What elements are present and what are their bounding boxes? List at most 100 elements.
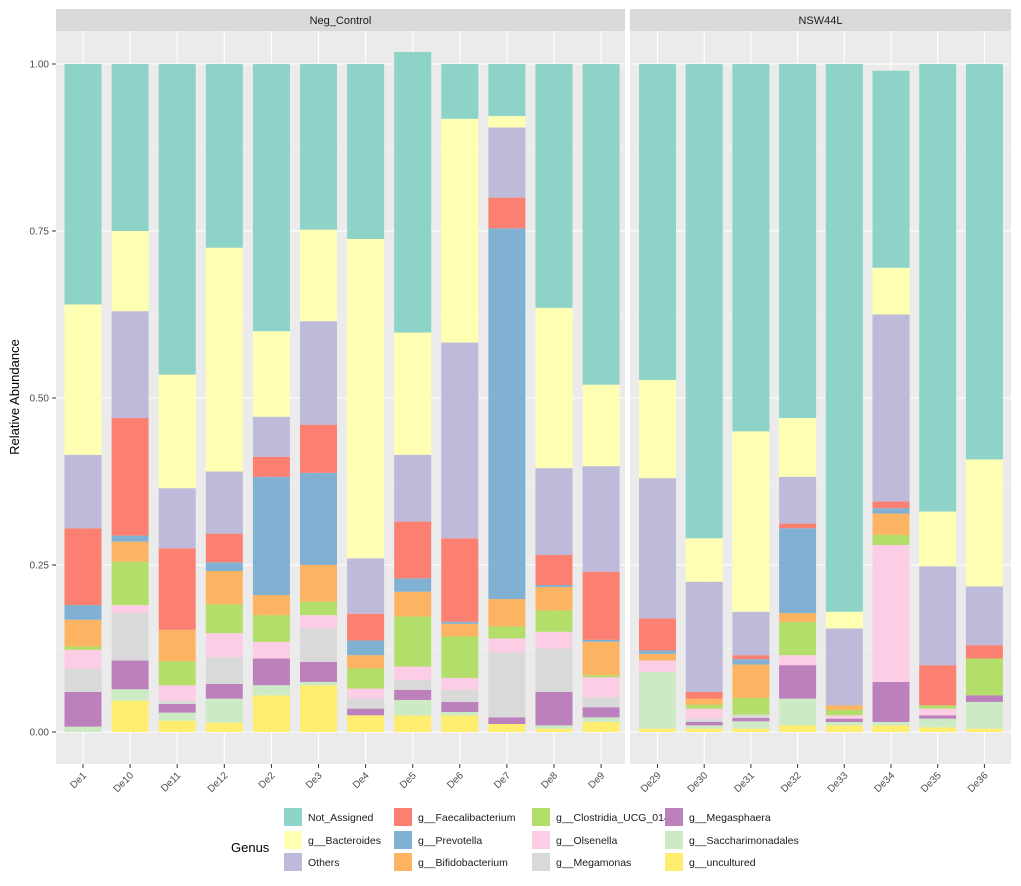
bar-segment-De32-g__Clostridia_UCG_014 — [779, 621, 817, 656]
legend-swatch — [284, 853, 302, 871]
bar-segment-De30-g__Megamonas — [685, 718, 723, 722]
bar-segment-De9-Not_Assigned — [582, 64, 620, 385]
bar-segment-De3-Others — [300, 321, 337, 425]
legend-item: Not_Assigned — [284, 808, 374, 826]
bar-segment-De7-g__Clostridia_UCG_014 — [488, 626, 526, 639]
bar-segment-De9-g__Saccharimonadales — [582, 717, 620, 722]
bar-segment-De36-g__Megasphaera — [965, 695, 1003, 702]
bar-segment-De1-g__Faecalibacterium — [64, 528, 102, 606]
legend-swatch — [394, 853, 412, 871]
x-tick-label: De30 — [686, 770, 711, 795]
bar-segment-De29-g__Saccharimonadales — [639, 671, 676, 729]
bar-segment-De32-g__Bacteroides — [779, 418, 817, 477]
x-tick-label: De32 — [779, 770, 804, 795]
bar-segment-De1-Others — [64, 454, 102, 529]
bar-segment-De9-g__Prevotella — [582, 639, 620, 642]
bar-segment-De2-Not_Assigned — [252, 64, 290, 332]
bar-segment-De7-Others — [488, 127, 526, 198]
legend-item: g__Clostridia_UCG_014 — [532, 808, 670, 826]
bar-segment-De31-g__uncultured — [732, 728, 770, 732]
bar-segment-De2-g__uncultured — [252, 695, 290, 732]
legend-item: g__Saccharimonadales — [665, 831, 799, 849]
bar-segment-De31-g__Clostridia_UCG_014 — [732, 697, 770, 715]
bar-segment-De35-g__Bacteroides — [919, 511, 957, 567]
bar-segment-De3-Not_Assigned — [300, 64, 337, 230]
x-tick-label: De8 — [539, 770, 560, 791]
bar-segment-De7-g__Faecalibacterium — [488, 197, 526, 229]
bar-segment-De10-g__Clostridia_UCG_014 — [111, 561, 149, 606]
bar-segment-De30-g__Clostridia_UCG_014 — [685, 704, 723, 709]
bar-segment-De6-g__Bacteroides — [441, 118, 479, 343]
bar-segment-De7-Not_Assigned — [488, 64, 526, 117]
bar-De6 — [441, 64, 479, 732]
bar-segment-De30-g__Bifidobacterium — [685, 698, 723, 705]
bar-segment-De6-g__Faecalibacterium — [441, 538, 479, 622]
bar-segment-De9-g__Megasphaera — [582, 707, 620, 718]
bar-segment-De12-g__Prevotella — [205, 562, 243, 572]
legend-title: Genus — [231, 840, 270, 855]
bar-segment-De32-g__uncultured — [779, 725, 817, 732]
x-tick-label: De3 — [304, 770, 325, 791]
bar-segment-De36-g__Clostridia_UCG_014 — [965, 658, 1003, 696]
bar-segment-De6-g__uncultured — [441, 715, 479, 732]
bar-De33 — [825, 64, 863, 732]
bar-segment-De30-Others — [685, 581, 723, 692]
y-tick-label: 0.75 — [30, 227, 50, 238]
bar-segment-De7-g__Megasphaera — [488, 717, 526, 724]
bar-segment-De9-g__Bifidobacterium — [582, 641, 620, 676]
bar-segment-De6-g__Megamonas — [441, 689, 479, 702]
bar-segment-De32-Others — [779, 476, 817, 524]
legend-label: g__Megasphaera — [689, 812, 771, 824]
bar-segment-De33-g__Clostridia_UCG_014 — [825, 709, 863, 716]
legend-item: g__Olsenella — [532, 831, 617, 849]
legend-label: g__uncultured — [689, 857, 756, 869]
x-tick-label: De4 — [351, 770, 372, 791]
y-tick-label: 0.00 — [30, 728, 50, 739]
x-tick-label: De6 — [445, 770, 466, 791]
bar-segment-De9-g__uncultured — [582, 721, 620, 732]
bar-segment-De35-g__Megasphaera — [919, 715, 957, 719]
bar-segment-De11-g__Megasphaera — [158, 703, 196, 713]
bar-segment-De8-g__Olsenella — [535, 631, 573, 649]
bar-segment-De31-g__Bacteroides — [732, 431, 770, 612]
bar-segment-De30-g__Saccharimonadales — [685, 725, 723, 729]
bar-segment-De34-Others — [872, 314, 910, 502]
bar-segment-De30-g__Faecalibacterium — [685, 691, 723, 699]
legend-label: Others — [308, 857, 340, 869]
bar-segment-De7-g__Prevotella — [488, 228, 526, 600]
bar-segment-De34-g__Clostridia_UCG_014 — [872, 534, 910, 545]
bar-segment-De7-g__uncultured — [488, 723, 526, 732]
bar-segment-De30-g__uncultured — [685, 728, 723, 732]
bar-segment-De1-g__Prevotella — [64, 605, 102, 620]
bar-segment-De1-g__Megasphaera — [64, 691, 102, 727]
bar-segment-De10-g__uncultured — [111, 700, 149, 732]
bar-segment-De3-g__uncultured — [300, 685, 337, 732]
legend-label: g__Bacteroides — [308, 835, 381, 847]
bar-segment-De10-g__Bifidobacterium — [111, 541, 149, 562]
facet-strip-label: NSW44L — [798, 15, 842, 27]
bar-segment-De11-g__Megamonas — [158, 700, 196, 704]
bar-segment-De12-g__uncultured — [205, 722, 243, 732]
bar-segment-De5-g__uncultured — [394, 715, 432, 732]
y-tick-label: 0.25 — [30, 561, 50, 572]
bar-segment-De34-g__Bifidobacterium — [872, 513, 910, 535]
x-tick-label: De1 — [68, 770, 89, 791]
bar-segment-De33-g__uncultured — [825, 725, 863, 732]
bar-segment-De3-g__Clostridia_UCG_014 — [300, 601, 337, 616]
bar-segment-De5-g__Olsenella — [394, 666, 432, 680]
bar-segment-De10-g__Olsenella — [111, 605, 149, 614]
bar-segment-De3-g__Bacteroides — [300, 229, 337, 322]
bar-segment-De32-g__Saccharimonadales — [779, 698, 817, 726]
legend-swatch — [532, 808, 550, 826]
bar-segment-De34-Not_Assigned — [872, 70, 910, 268]
bar-De11 — [158, 64, 196, 732]
bar-De29 — [639, 64, 676, 732]
bar-segment-De9-Others — [582, 466, 620, 572]
bar-segment-De10-g__Megasphaera — [111, 660, 149, 690]
bar-segment-De6-g__Prevotella — [441, 621, 479, 624]
bar-segment-De12-Others — [205, 471, 243, 534]
x-tick-label: De35 — [919, 770, 944, 795]
bar-segment-De2-Others — [252, 416, 290, 457]
bar-segment-De2-g__Bifidobacterium — [252, 595, 290, 616]
bar-De7 — [488, 64, 526, 732]
